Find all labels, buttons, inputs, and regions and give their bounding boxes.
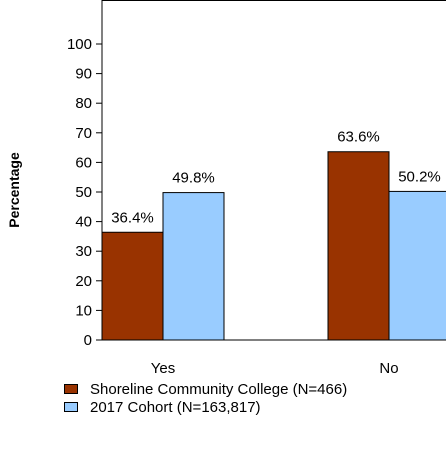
- legend-swatch-series-2: [64, 402, 78, 412]
- y-axis-ticks: 0 10 20 30 40 50 60 70 80 90 100: [67, 36, 102, 349]
- y-axis-label: Percentage: [6, 152, 22, 228]
- legend-label-series-1: Shoreline Community College (N=466): [90, 380, 348, 398]
- bar-yes-series-2: [162, 192, 225, 341]
- category-label-no: No: [379, 360, 398, 377]
- y-tick-label: 80: [75, 95, 92, 112]
- data-label-yes-series-2: 49.8%: [172, 170, 215, 187]
- y-tick-label: 10: [75, 302, 92, 319]
- category-label-yes: Yes: [151, 360, 175, 377]
- category-labels: Yes No: [151, 360, 399, 377]
- data-label-no-series-1: 63.6%: [337, 129, 380, 146]
- data-labels: 36.4% 49.8% 63.6% 50.2%: [111, 129, 441, 227]
- y-tick-label: 100: [67, 36, 92, 53]
- bar-no-series-1: [327, 151, 390, 341]
- y-tick-label: 20: [75, 273, 92, 290]
- legend: Shoreline Community College (N=466) 2017…: [64, 380, 347, 416]
- y-tick-label: 50: [75, 184, 92, 201]
- bar-yes-series-1: [101, 231, 164, 341]
- legend-item: 2017 Cohort (N=163,817): [64, 398, 347, 416]
- legend-label-series-2: 2017 Cohort (N=163,817): [90, 398, 261, 416]
- y-tick-label: 40: [75, 214, 92, 231]
- y-tick-label: 90: [75, 66, 92, 83]
- legend-swatch-series-1: [64, 384, 78, 394]
- data-label-yes-series-1: 36.4%: [111, 209, 154, 226]
- y-tick-label: 60: [75, 154, 92, 171]
- y-tick-label: 70: [75, 125, 92, 142]
- bar-no-series-2: [388, 190, 446, 341]
- y-tick-label: 0: [84, 332, 92, 349]
- bars: [101, 151, 446, 341]
- data-label-no-series-2: 50.2%: [398, 168, 441, 185]
- legend-item: Shoreline Community College (N=466): [64, 380, 347, 398]
- y-tick-label: 30: [75, 243, 92, 260]
